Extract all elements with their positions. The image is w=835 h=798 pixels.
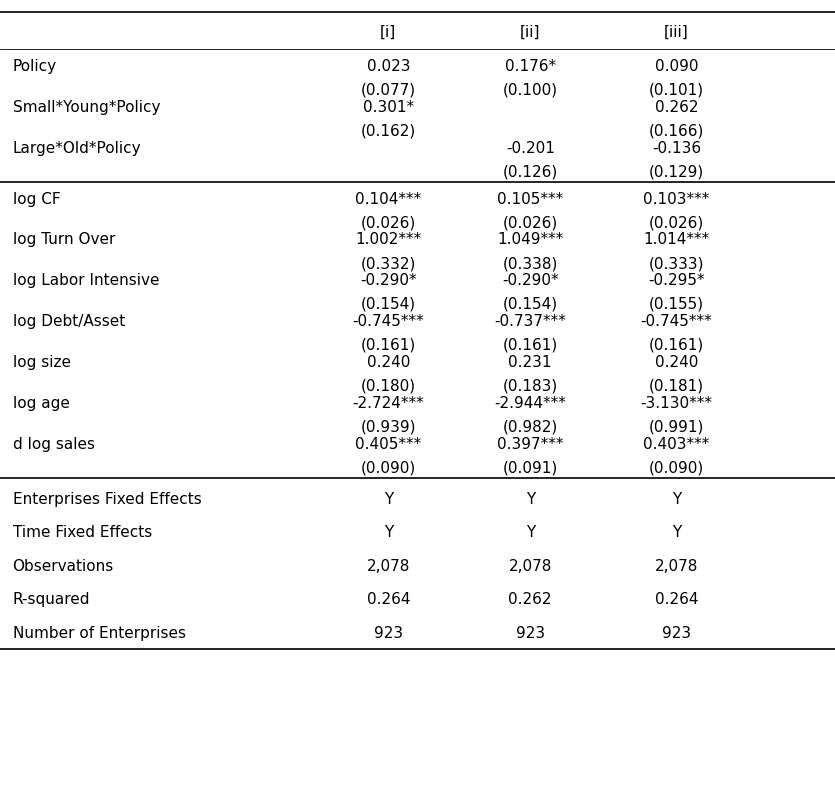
Text: 923: 923 [662,626,691,641]
Text: 0.023: 0.023 [367,59,410,74]
Text: -3.130***: -3.130*** [640,396,712,411]
Text: (0.091): (0.091) [503,460,558,476]
Text: log Turn Over: log Turn Over [13,232,115,247]
Text: (0.101): (0.101) [649,83,704,98]
Text: 0.090: 0.090 [655,59,698,74]
Text: log CF: log CF [13,192,60,207]
Text: Policy: Policy [13,59,57,74]
Text: 1.049***: 1.049*** [497,232,564,247]
Text: (0.332): (0.332) [361,256,416,271]
Text: 0.264: 0.264 [655,592,698,607]
Text: R-squared: R-squared [13,592,90,607]
Text: -2.724***: -2.724*** [352,396,424,411]
Text: (0.077): (0.077) [361,83,416,98]
Text: 0.103***: 0.103*** [643,192,710,207]
Text: (0.090): (0.090) [649,460,704,476]
Text: Y: Y [671,492,681,507]
Text: Number of Enterprises: Number of Enterprises [13,626,185,641]
Text: [i]: [i] [380,25,397,39]
Text: 1.014***: 1.014*** [643,232,710,247]
Text: -0.290*: -0.290* [502,274,559,288]
Text: 2,078: 2,078 [655,559,698,574]
Text: (0.090): (0.090) [361,460,416,476]
Text: (0.100): (0.100) [503,83,558,98]
Text: (0.180): (0.180) [361,379,416,393]
Text: -0.745***: -0.745*** [640,314,712,330]
Text: 0.301*: 0.301* [362,101,414,115]
Text: (0.161): (0.161) [503,338,558,353]
Text: 0.405***: 0.405*** [355,437,422,452]
Text: (0.154): (0.154) [503,297,558,312]
Text: (0.982): (0.982) [503,420,558,435]
Text: Time Fixed Effects: Time Fixed Effects [13,525,152,540]
Text: log Debt/Asset: log Debt/Asset [13,314,124,330]
Text: (0.338): (0.338) [503,256,558,271]
Text: Observations: Observations [13,559,114,574]
Text: (0.162): (0.162) [361,124,416,139]
Text: d log sales: d log sales [13,437,94,452]
Text: (0.129): (0.129) [649,164,704,180]
Text: 2,078: 2,078 [367,559,410,574]
Text: (0.026): (0.026) [649,215,704,230]
Text: -0.745***: -0.745*** [352,314,424,330]
Text: (0.991): (0.991) [649,420,704,435]
Text: log size: log size [13,355,70,370]
Text: 0.105***: 0.105*** [497,192,564,207]
Text: [iii]: [iii] [664,25,689,39]
Text: (0.939): (0.939) [361,420,416,435]
Text: -0.737***: -0.737*** [494,314,566,330]
Text: (0.026): (0.026) [361,215,416,230]
Text: Enterprises Fixed Effects: Enterprises Fixed Effects [13,492,201,507]
Text: 0.240: 0.240 [367,355,410,370]
Text: -0.136: -0.136 [652,141,701,156]
Text: 0.403***: 0.403*** [643,437,710,452]
Text: log Labor Intensive: log Labor Intensive [13,274,159,288]
Text: 0.231: 0.231 [509,355,552,370]
Text: Large*Old*Policy: Large*Old*Policy [13,141,141,156]
Text: 0.397***: 0.397*** [497,437,564,452]
Text: 0.176*: 0.176* [504,59,556,74]
Text: log age: log age [13,396,69,411]
Text: (0.126): (0.126) [503,164,558,180]
Text: (0.183): (0.183) [503,379,558,393]
Text: Y: Y [525,525,535,540]
Text: -2.944***: -2.944*** [494,396,566,411]
Text: (0.181): (0.181) [649,379,704,393]
Text: 1.002***: 1.002*** [355,232,422,247]
Text: [ii]: [ii] [520,25,540,39]
Text: Y: Y [383,525,393,540]
Text: 0.264: 0.264 [367,592,410,607]
Text: Y: Y [383,492,393,507]
Text: Small*Young*Policy: Small*Young*Policy [13,101,160,115]
Text: 0.240: 0.240 [655,355,698,370]
Text: (0.161): (0.161) [649,338,704,353]
Text: (0.333): (0.333) [649,256,704,271]
Text: (0.161): (0.161) [361,338,416,353]
Text: 0.262: 0.262 [655,101,698,115]
Text: 923: 923 [516,626,544,641]
Text: (0.155): (0.155) [649,297,704,312]
Text: Y: Y [525,492,535,507]
Text: (0.154): (0.154) [361,297,416,312]
Text: -0.201: -0.201 [506,141,554,156]
Text: 2,078: 2,078 [509,559,552,574]
Text: 0.104***: 0.104*** [355,192,422,207]
Text: Y: Y [671,525,681,540]
Text: -0.290*: -0.290* [360,274,417,288]
Text: (0.166): (0.166) [649,124,704,139]
Text: (0.026): (0.026) [503,215,558,230]
Text: 0.262: 0.262 [509,592,552,607]
Text: 923: 923 [374,626,402,641]
Text: -0.295*: -0.295* [648,274,705,288]
